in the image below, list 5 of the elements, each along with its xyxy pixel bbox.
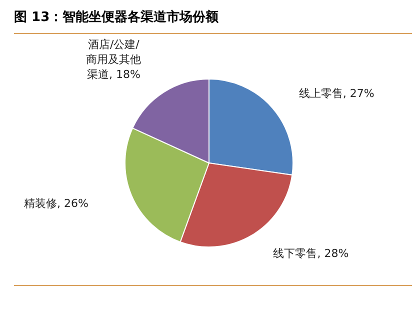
- chart-title: 图 13：智能坐便器各渠道市场份额: [14, 8, 219, 26]
- slice-label: 线下零售, 28%: [272, 246, 350, 262]
- slice-label: 酒店/公建/商用及其他渠道, 18%: [85, 37, 142, 82]
- slice-label: 精装修, 26%: [22, 196, 90, 212]
- slice-label: 线上零售, 27%: [298, 86, 376, 102]
